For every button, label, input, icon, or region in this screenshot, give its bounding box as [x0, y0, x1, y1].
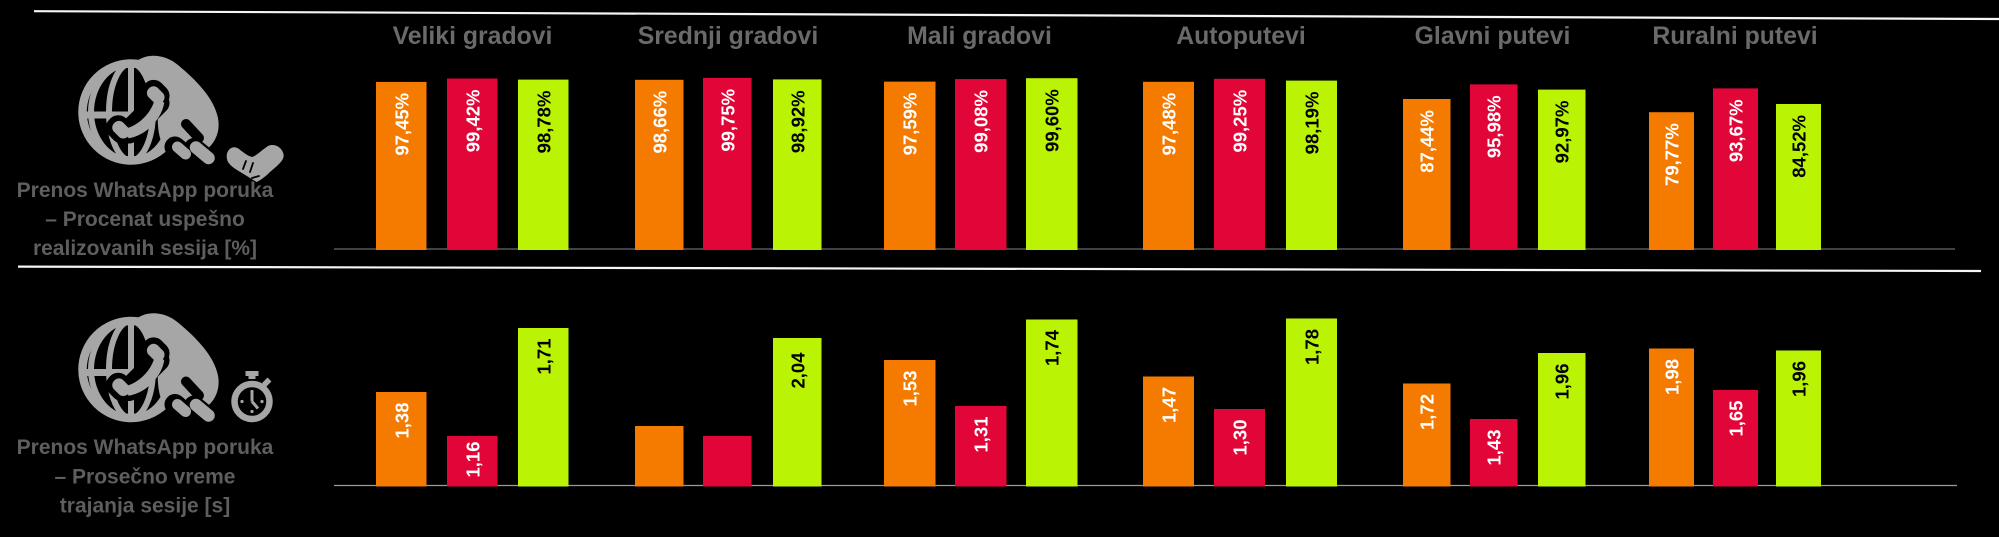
svg-text:1,96: 1,96: [1552, 364, 1573, 400]
svg-text:1,53: 1,53: [900, 371, 921, 407]
svg-text:1,38: 1,38: [391, 403, 412, 439]
svg-text:1,72: 1,72: [1417, 394, 1438, 430]
svg-text:– Prosečno vreme: – Prosečno vreme: [55, 466, 236, 489]
svg-text:realizovanih sesija [%]: realizovanih sesija [%]: [33, 237, 257, 260]
svg-text:99,25%: 99,25%: [1230, 90, 1251, 153]
svg-text:98,66%: 98,66%: [649, 91, 670, 154]
svg-text:99,75%: 99,75%: [717, 89, 738, 152]
svg-text:1,74: 1,74: [1042, 329, 1063, 366]
svg-text:Prenos WhatsApp poruka: Prenos WhatsApp poruka: [17, 436, 274, 459]
svg-text:79,77%: 79,77%: [1662, 123, 1683, 186]
svg-text:99,60%: 99,60%: [1042, 89, 1063, 152]
svg-text:1,65: 1,65: [1726, 401, 1747, 437]
svg-text:Glavni putevi: Glavni putevi: [1415, 23, 1571, 50]
svg-text:95,98%: 95,98%: [1484, 95, 1505, 158]
svg-text:98,19%: 98,19%: [1302, 92, 1323, 155]
svg-text:97,59%: 97,59%: [900, 93, 921, 156]
svg-text:1,98: 1,98: [1662, 359, 1683, 395]
svg-text:84,52%: 84,52%: [1789, 115, 1810, 178]
svg-text:98,92%: 98,92%: [787, 90, 808, 153]
svg-text:1,16: 1,16: [462, 442, 483, 478]
svg-text:1,30: 1,30: [1230, 420, 1251, 456]
svg-text:Mali gradovi: Mali gradovi: [907, 23, 1052, 50]
svg-text:99,42%: 99,42%: [462, 90, 483, 153]
svg-text:92,97%: 92,97%: [1552, 101, 1573, 164]
svg-text:Ruralni putevi: Ruralni putevi: [1652, 23, 1817, 50]
svg-text:Autoputevi: Autoputevi: [1176, 23, 1305, 50]
svg-text:– Procenat uspešno: – Procenat uspešno: [45, 208, 245, 231]
svg-text:Prenos WhatsApp poruka: Prenos WhatsApp poruka: [17, 179, 274, 202]
svg-text:Srednji gradovi: Srednji gradovi: [638, 23, 819, 50]
svg-text:1,47: 1,47: [1159, 387, 1180, 423]
svg-text:1,96: 1,96: [1789, 361, 1810, 397]
svg-text:1,71: 1,71: [533, 339, 554, 375]
svg-text:1,78: 1,78: [1302, 329, 1323, 365]
svg-text:97,48%: 97,48%: [1159, 93, 1180, 156]
svg-text:97,45%: 97,45%: [391, 93, 412, 156]
svg-text:trajanja sesije [s]: trajanja sesije [s]: [60, 495, 230, 518]
svg-text:98,78%: 98,78%: [533, 91, 554, 154]
svg-text:2,04: 2,04: [787, 352, 808, 389]
svg-text:99,08%: 99,08%: [971, 90, 992, 153]
svg-text:87,44%: 87,44%: [1417, 110, 1438, 173]
svg-text:1,43: 1,43: [1484, 430, 1505, 466]
svg-text:1,31: 1,31: [971, 417, 992, 453]
svg-text:93,67%: 93,67%: [1726, 99, 1747, 162]
svg-text:Veliki gradovi: Veliki gradovi: [393, 23, 553, 50]
